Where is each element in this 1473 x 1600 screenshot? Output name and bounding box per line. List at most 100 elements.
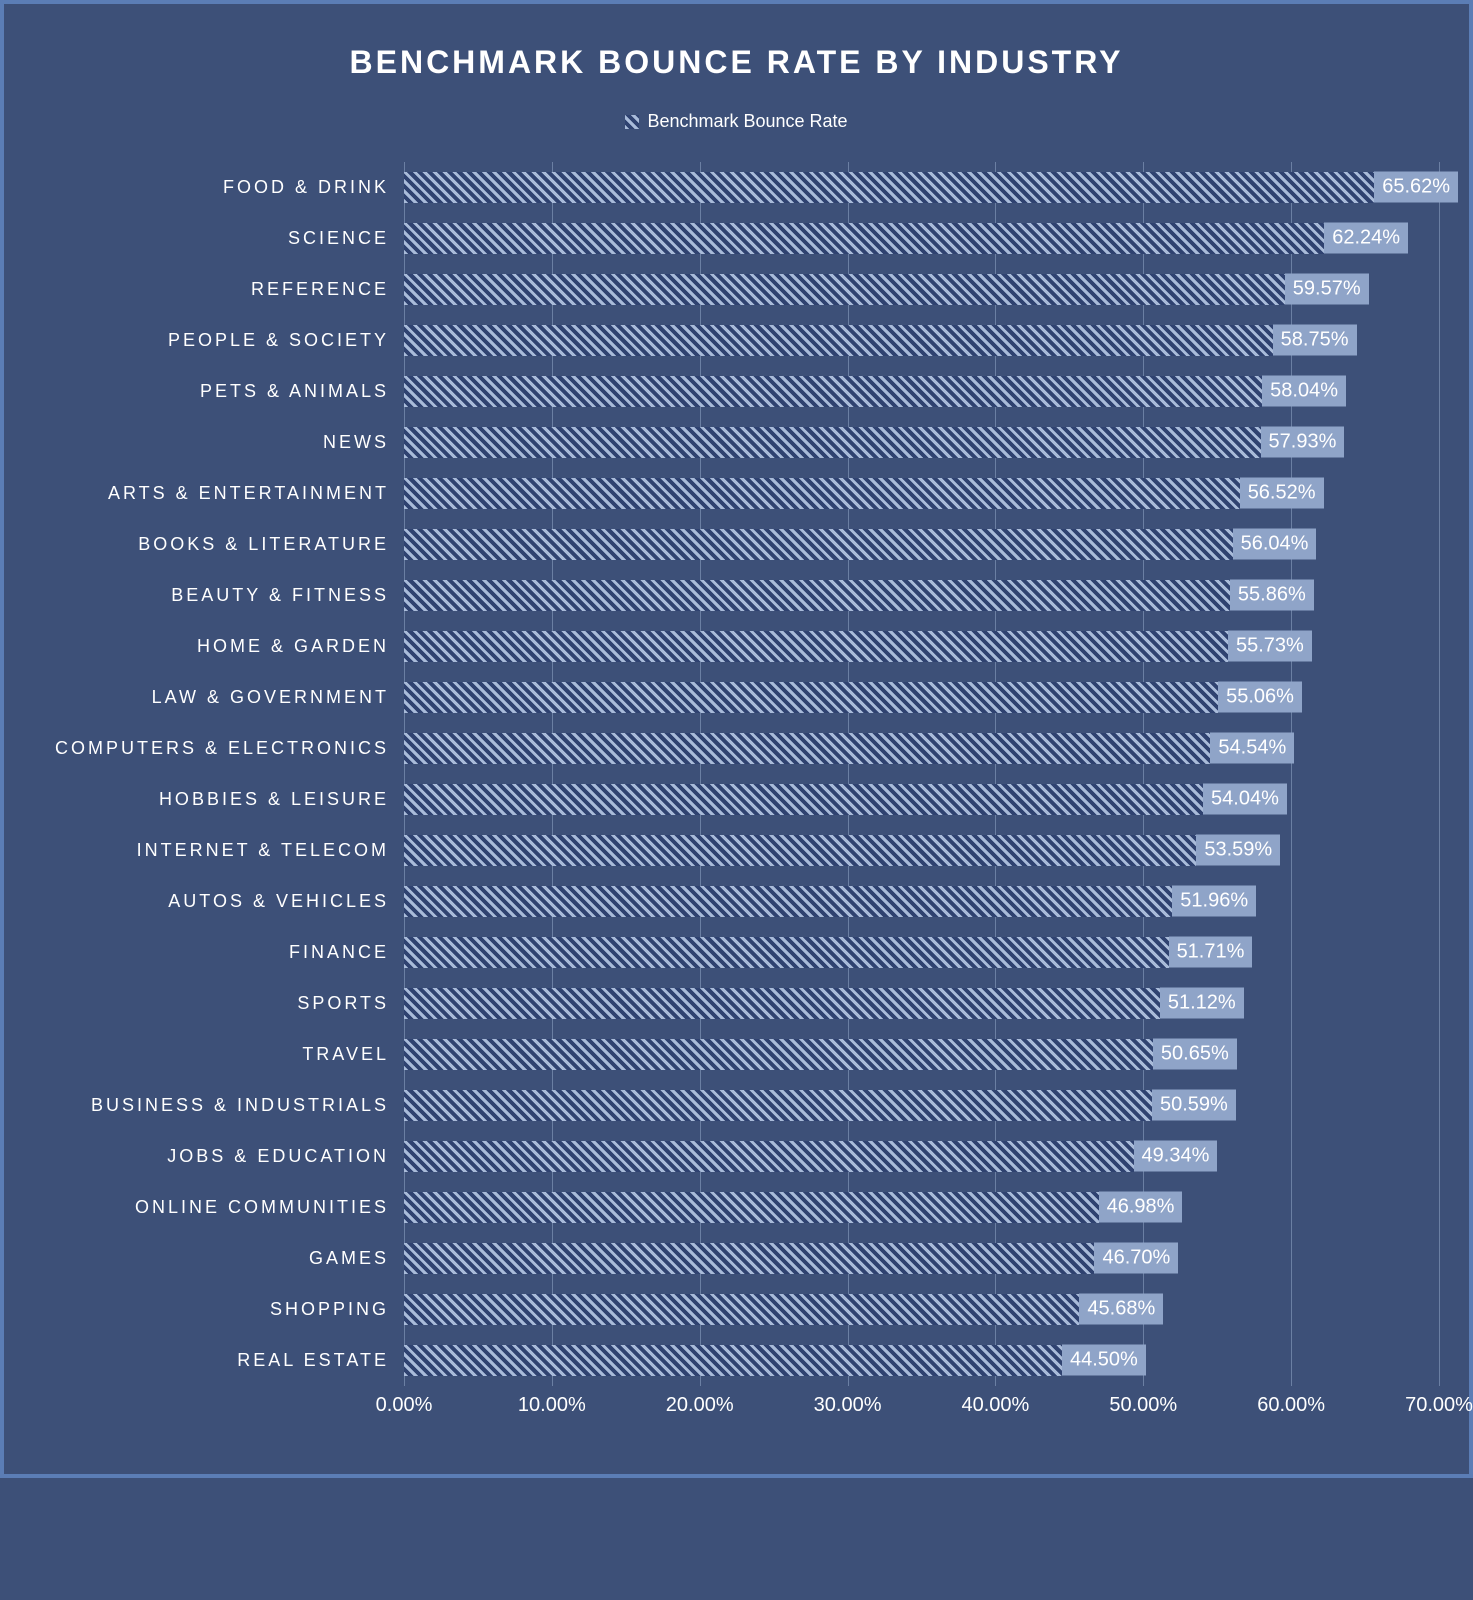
bar-value-label: 54.04% [1203, 784, 1287, 815]
bar-value-label: 49.34% [1134, 1141, 1218, 1172]
y-axis-label: BEAUTY & FITNESS [34, 570, 404, 621]
y-axis-label: REAL ESTATE [34, 1335, 404, 1386]
y-axis-label: TRAVEL [34, 1029, 404, 1080]
bar: 46.98% [404, 1192, 1099, 1224]
legend-label: Benchmark Bounce Rate [647, 111, 847, 132]
y-axis-label: FINANCE [34, 927, 404, 978]
y-axis-label: JOBS & EDUCATION [34, 1131, 404, 1182]
bar-row: 46.70% [404, 1233, 1439, 1284]
bar: 56.52% [404, 478, 1240, 510]
bar: 58.75% [404, 325, 1273, 357]
bar: 50.65% [404, 1039, 1153, 1071]
bar: 46.70% [404, 1243, 1094, 1275]
bar: 45.68% [404, 1294, 1079, 1326]
bar: 54.04% [404, 784, 1203, 816]
bars-area: 65.62%62.24%59.57%58.75%58.04%57.93%56.5… [404, 162, 1439, 1386]
y-axis-label: REFERENCE [34, 264, 404, 315]
y-axis-label: AUTOS & VEHICLES [34, 876, 404, 927]
plot-area: FOOD & DRINKSCIENCEREFERENCEPEOPLE & SOC… [34, 162, 1439, 1386]
bar-row: 51.96% [404, 876, 1439, 927]
bar-value-label: 51.71% [1169, 937, 1253, 968]
bar-row: 55.73% [404, 621, 1439, 672]
bar-value-label: 53.59% [1196, 835, 1280, 866]
bar: 54.54% [404, 733, 1210, 765]
y-axis-label: NEWS [34, 417, 404, 468]
bar: 55.73% [404, 631, 1228, 663]
chart-title: BENCHMARK BOUNCE RATE BY INDUSTRY [34, 44, 1439, 81]
y-axis-label: BUSINESS & INDUSTRIALS [34, 1080, 404, 1131]
bar: 59.57% [404, 274, 1285, 306]
bar-row: 62.24% [404, 213, 1439, 264]
plot: FOOD & DRINKSCIENCEREFERENCEPEOPLE & SOC… [34, 162, 1439, 1424]
bar-value-label: 46.98% [1099, 1192, 1183, 1223]
bar-value-label: 65.62% [1374, 172, 1458, 203]
grid-line [1439, 162, 1440, 1386]
bar: 51.96% [404, 886, 1172, 918]
bar-value-label: 56.04% [1233, 529, 1317, 560]
x-tick-label: 70.00% [1405, 1394, 1473, 1417]
bar-row: 51.12% [404, 978, 1439, 1029]
bar-row: 46.98% [404, 1182, 1439, 1233]
y-axis-labels: FOOD & DRINKSCIENCEREFERENCEPEOPLE & SOC… [34, 162, 404, 1386]
y-axis-label: GAMES [34, 1233, 404, 1284]
bar: 58.04% [404, 376, 1262, 408]
bar-value-label: 55.86% [1230, 580, 1314, 611]
bar-row: 49.34% [404, 1131, 1439, 1182]
bar-row: 44.50% [404, 1335, 1439, 1386]
bar-value-label: 58.04% [1262, 376, 1346, 407]
bar: 62.24% [404, 223, 1324, 255]
y-axis-label: COMPUTERS & ELECTRONICS [34, 723, 404, 774]
bar-row: 50.59% [404, 1080, 1439, 1131]
bar: 57.93% [404, 427, 1261, 459]
bar-row: 57.93% [404, 417, 1439, 468]
x-tick-label: 40.00% [962, 1394, 1030, 1417]
bar-row: 53.59% [404, 825, 1439, 876]
bar-row: 65.62% [404, 162, 1439, 213]
bar: 44.50% [404, 1345, 1062, 1377]
legend-swatch-icon [625, 115, 639, 129]
bar-row: 54.04% [404, 774, 1439, 825]
y-axis-label: LAW & GOVERNMENT [34, 672, 404, 723]
x-axis-ticks: 0.00%10.00%20.00%30.00%40.00%50.00%60.00… [404, 1394, 1439, 1424]
bar: 51.71% [404, 937, 1169, 969]
bar-row: 54.54% [404, 723, 1439, 774]
bar: 53.59% [404, 835, 1196, 867]
x-tick-label: 10.00% [518, 1394, 586, 1417]
bar-row: 55.06% [404, 672, 1439, 723]
bar-value-label: 58.75% [1273, 325, 1357, 356]
bar-row: 59.57% [404, 264, 1439, 315]
y-axis-label: PETS & ANIMALS [34, 366, 404, 417]
y-axis-label: SHOPPING [34, 1284, 404, 1335]
x-tick-label: 60.00% [1257, 1394, 1325, 1417]
bar: 55.06% [404, 682, 1218, 714]
bar-row: 45.68% [404, 1284, 1439, 1335]
bar-value-label: 55.06% [1218, 682, 1302, 713]
bar-value-label: 51.12% [1160, 988, 1244, 1019]
y-axis-label: HOME & GARDEN [34, 621, 404, 672]
bar-row: 50.65% [404, 1029, 1439, 1080]
bar-value-label: 45.68% [1079, 1294, 1163, 1325]
bar-row: 51.71% [404, 927, 1439, 978]
y-axis-label: SCIENCE [34, 213, 404, 264]
bar-value-label: 57.93% [1261, 427, 1345, 458]
x-tick-label: 0.00% [376, 1394, 433, 1417]
bar-row: 58.75% [404, 315, 1439, 366]
bar-value-label: 55.73% [1228, 631, 1312, 662]
bar-value-label: 59.57% [1285, 274, 1369, 305]
bar-value-label: 50.65% [1153, 1039, 1237, 1070]
bar: 50.59% [404, 1090, 1152, 1122]
bar-value-label: 50.59% [1152, 1090, 1236, 1121]
y-axis-label: HOBBIES & LEISURE [34, 774, 404, 825]
bar-value-label: 56.52% [1240, 478, 1324, 509]
bar-value-label: 62.24% [1324, 223, 1408, 254]
bar: 55.86% [404, 580, 1230, 612]
x-tick-label: 50.00% [1109, 1394, 1177, 1417]
y-axis-label: PEOPLE & SOCIETY [34, 315, 404, 366]
bar-value-label: 54.54% [1210, 733, 1294, 764]
bar: 51.12% [404, 988, 1160, 1020]
x-tick-label: 20.00% [666, 1394, 734, 1417]
x-axis-spacer [34, 1394, 404, 1424]
y-axis-label: SPORTS [34, 978, 404, 1029]
y-axis-label: ONLINE COMMUNITIES [34, 1182, 404, 1233]
bar-value-label: 46.70% [1094, 1243, 1178, 1274]
